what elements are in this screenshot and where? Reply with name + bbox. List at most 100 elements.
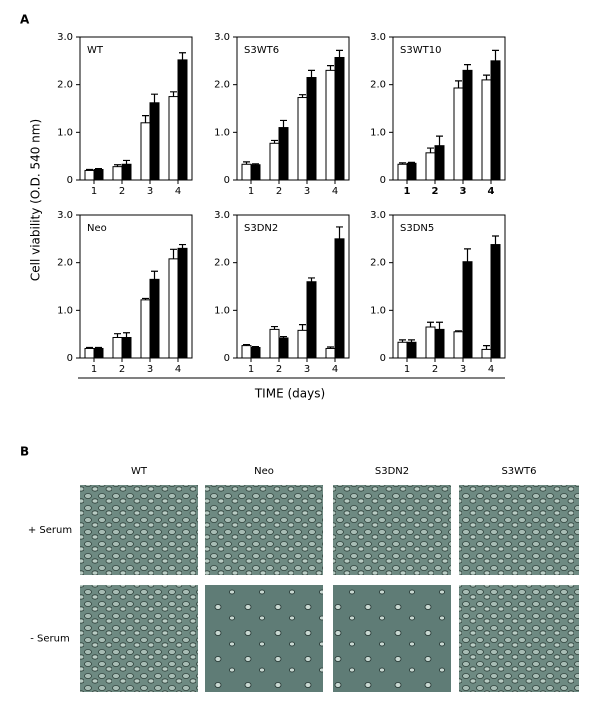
panel-label: B	[20, 445, 29, 459]
y-tick-label: 2.0	[370, 258, 386, 269]
y-tick-label: 1.0	[370, 127, 386, 138]
y-tick-label: 1.0	[57, 127, 73, 138]
bar	[149, 278, 160, 359]
error-bar	[327, 65, 334, 71]
bar	[269, 328, 280, 359]
y-tick-label: 3.0	[214, 32, 230, 43]
y-tick-label: 0	[224, 175, 230, 186]
x-tick-label: 2	[432, 186, 439, 197]
x-tick-label: 1	[404, 364, 410, 375]
error-bar	[492, 49, 499, 61]
chart-title: S3DN5	[400, 223, 434, 234]
bar	[278, 127, 289, 181]
x-tick-label: 3	[460, 364, 466, 375]
error-bar	[464, 64, 471, 71]
y-tick-label: 0	[380, 175, 386, 186]
y-tick-label: 1.0	[370, 305, 386, 316]
error-bar	[336, 49, 343, 58]
error-bar	[299, 94, 306, 98]
error-bar	[252, 163, 259, 165]
y-tick-label: 1.0	[57, 305, 73, 316]
bar	[481, 79, 492, 181]
error-bar	[299, 324, 306, 331]
bar	[250, 347, 261, 359]
error-bar	[408, 339, 415, 343]
error-bar	[151, 270, 158, 280]
micrograph	[80, 485, 198, 575]
plot-frame	[236, 36, 350, 181]
bar	[453, 331, 464, 359]
error-bar	[252, 345, 259, 348]
micrograph	[333, 585, 451, 692]
row-label: - Serum	[30, 634, 69, 645]
micrograph	[459, 485, 579, 575]
x-tick-label: 3	[304, 186, 310, 197]
panel-label: A	[20, 13, 30, 27]
bar	[121, 337, 132, 359]
y-tick-label: 3.0	[57, 32, 73, 43]
column-header: S3DN2	[375, 466, 409, 477]
bar	[434, 145, 445, 181]
chart-title: S3WT10	[400, 45, 441, 56]
x-tick-label: 2	[276, 364, 282, 375]
error-bar	[170, 91, 177, 97]
bar	[297, 97, 308, 181]
x-tick-label: 4	[332, 364, 338, 375]
y-tick-label: 1.0	[214, 305, 230, 316]
error-bar	[114, 164, 121, 167]
bar	[121, 163, 132, 181]
y-axis-label: Cell viability (O.D. 540 nm)	[29, 119, 43, 281]
x-tick-label: 1	[404, 186, 411, 197]
y-tick-label: 0	[67, 353, 73, 364]
error-bar	[142, 297, 149, 300]
error-bar	[464, 248, 471, 262]
error-bar	[280, 335, 287, 338]
bar	[481, 348, 492, 359]
plot-frame	[392, 214, 506, 359]
bar	[397, 341, 408, 359]
error-bar	[308, 69, 315, 78]
error-bar	[455, 80, 462, 89]
x-tick-label: 4	[488, 186, 495, 197]
error-bar	[455, 330, 462, 332]
x-tick-label: 1	[248, 186, 254, 197]
micrograph	[459, 585, 579, 692]
bar	[462, 69, 473, 181]
bar	[140, 122, 151, 181]
x-tick-label: 4	[175, 186, 181, 197]
error-bar	[308, 277, 315, 282]
x-tick-label: 2	[432, 364, 438, 375]
y-tick-label: 2.0	[214, 258, 230, 269]
bar	[112, 166, 123, 181]
error-bar	[142, 115, 149, 123]
error-bar	[123, 159, 130, 165]
bar	[250, 164, 261, 181]
error-bar	[436, 135, 443, 146]
error-bar	[271, 139, 278, 144]
bar	[306, 77, 317, 181]
chart-title: Neo	[87, 223, 107, 234]
bar	[93, 347, 104, 359]
y-tick-label: 3.0	[370, 210, 386, 221]
y-tick-label: 2.0	[214, 80, 230, 91]
y-tick-label: 2.0	[57, 258, 73, 269]
bar	[149, 102, 160, 181]
row-label: + Serum	[28, 525, 72, 536]
micrograph	[333, 485, 451, 575]
bar	[241, 163, 252, 181]
error-bar	[123, 332, 130, 338]
y-tick-label: 3.0	[214, 210, 230, 221]
error-bar	[280, 119, 287, 128]
x-tick-label: 4	[332, 186, 338, 197]
error-bar	[399, 339, 406, 343]
error-bar	[95, 346, 102, 349]
micrograph	[80, 585, 198, 692]
bar	[306, 281, 317, 359]
x-tick-label: 2	[119, 364, 125, 375]
x-tick-label: 4	[488, 364, 494, 375]
bar	[397, 163, 408, 181]
bar	[297, 329, 308, 359]
x-tick-label: 1	[91, 186, 97, 197]
bar	[425, 152, 436, 181]
